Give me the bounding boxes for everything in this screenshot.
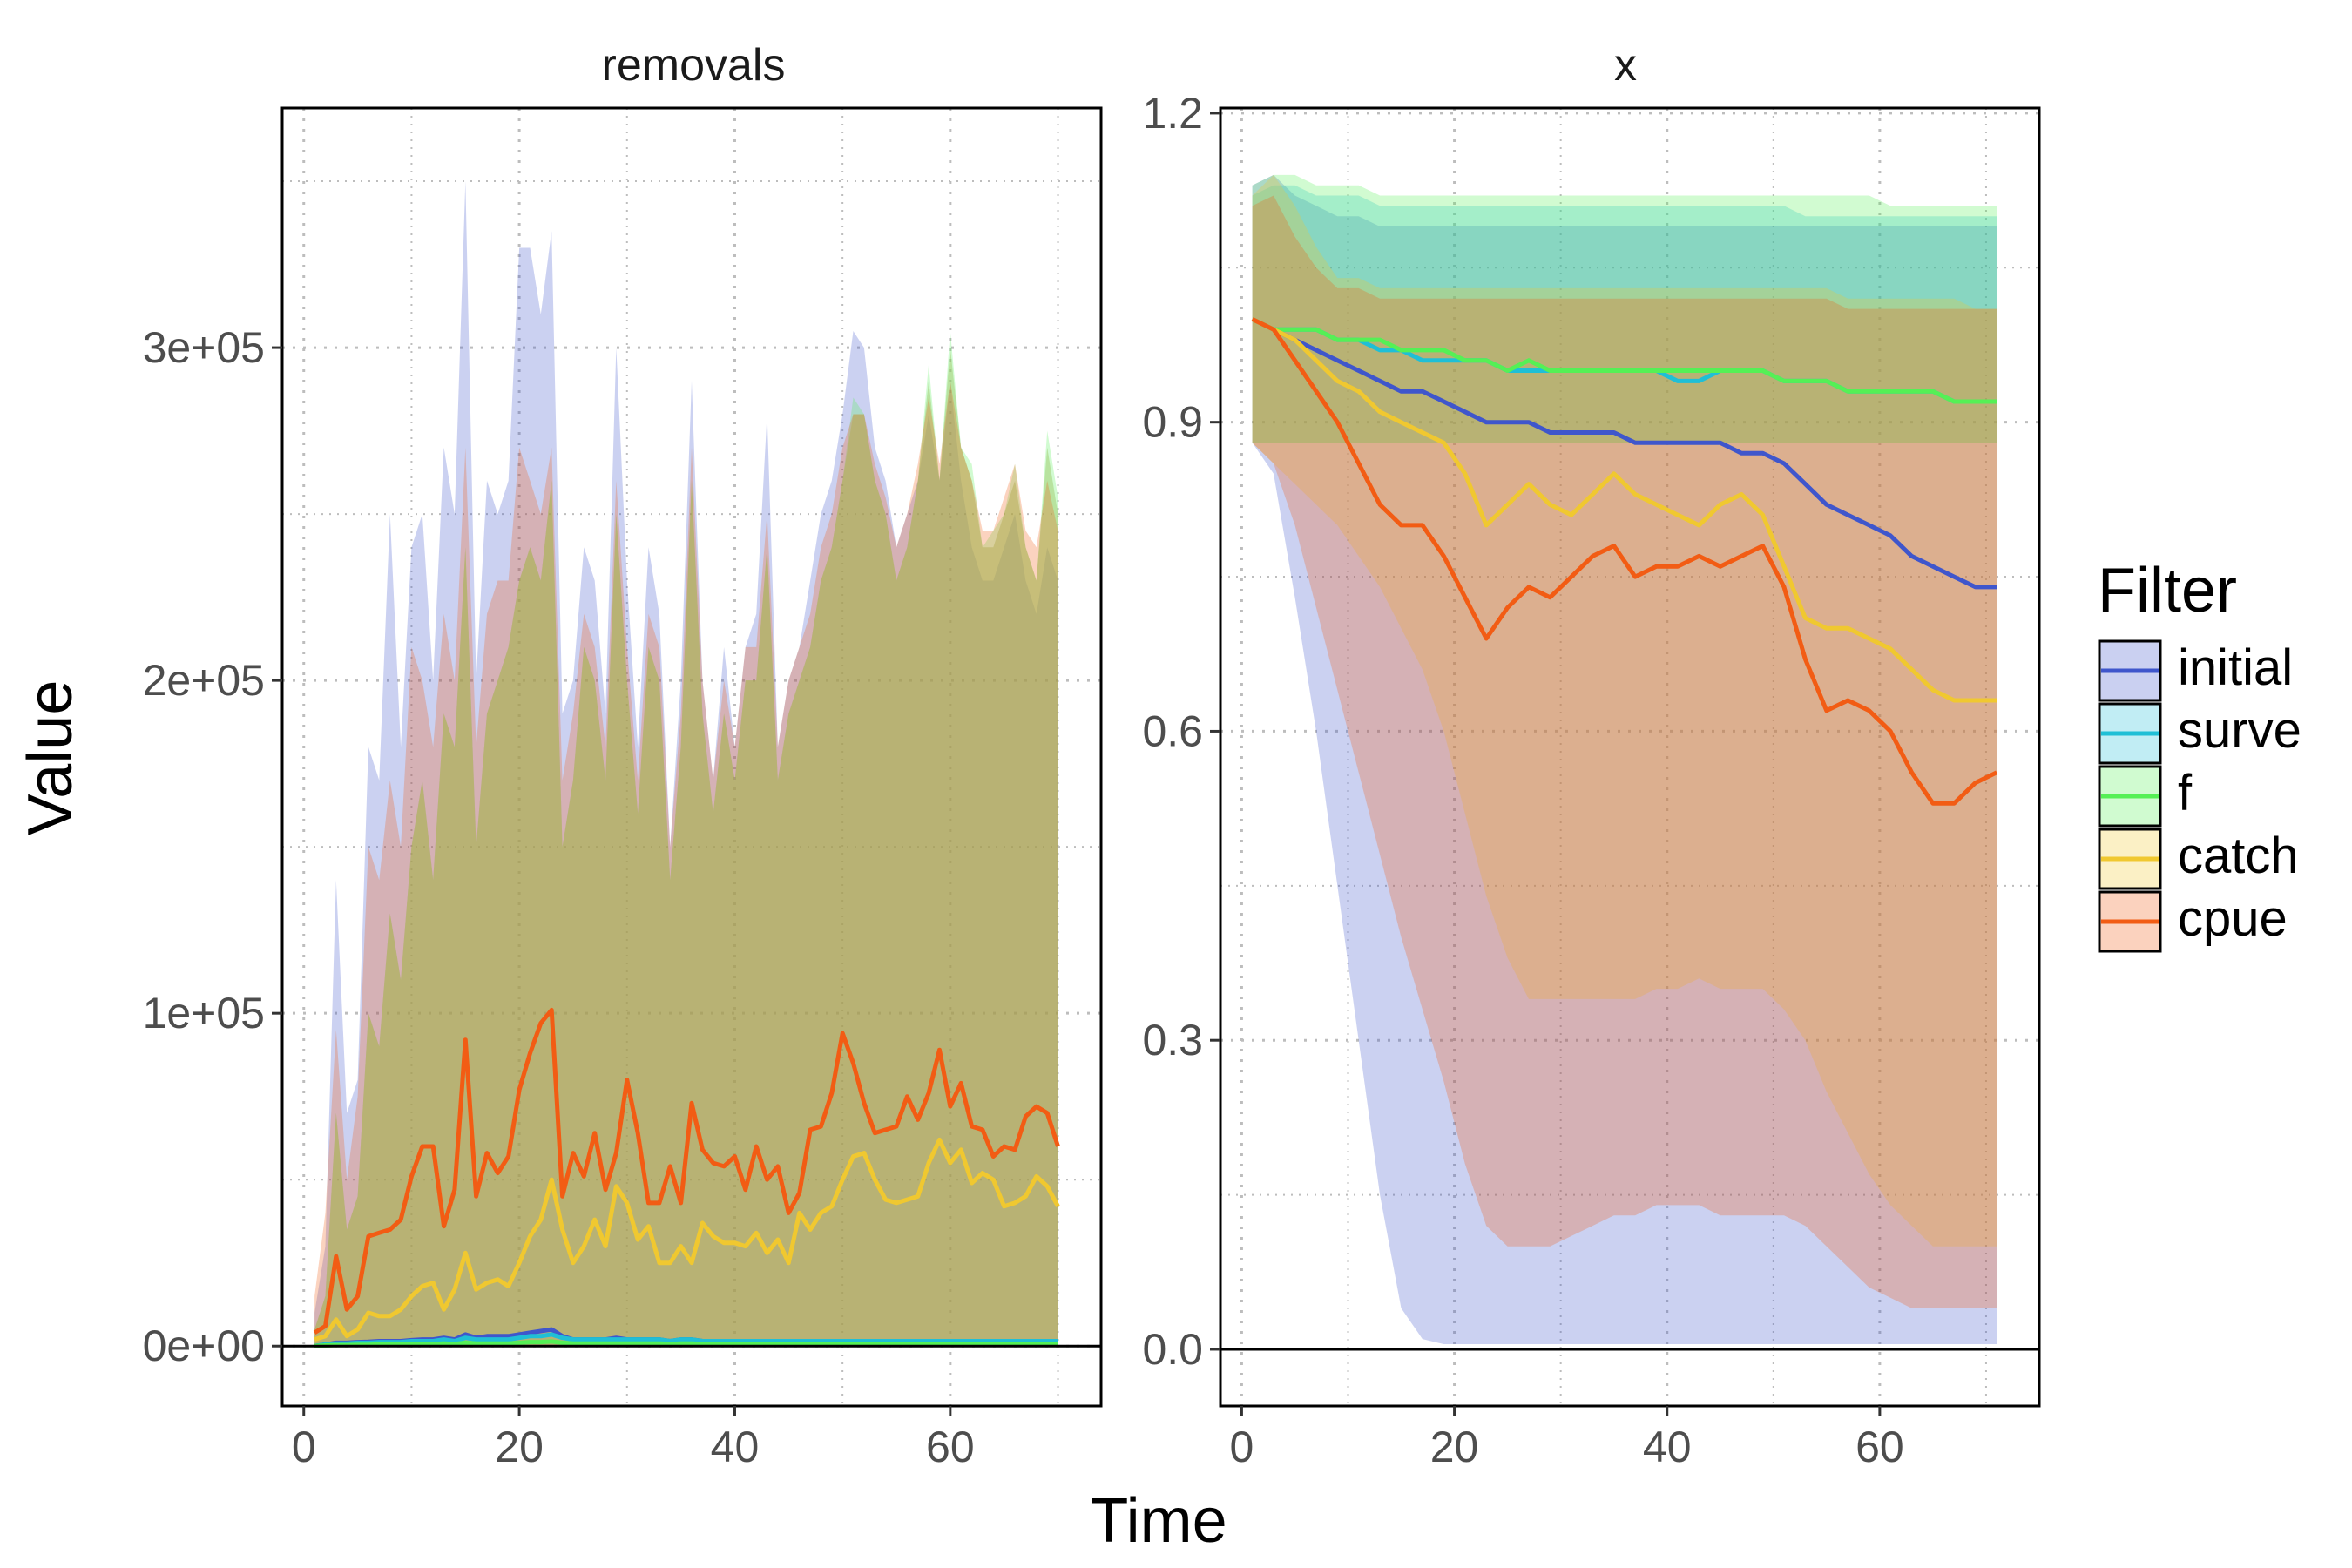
ribbon-surve [314,348,1058,1347]
facet-removals-y-axis: 0e+00 1e+05 2e+05 3e+05 [143,323,282,1370]
legend-label-catch: catch [2178,828,2299,884]
series-line-cpue [313,1007,1060,1335]
y-tick-label: 0.6 [1142,706,1203,755]
ribbon-initial [1252,174,1997,1344]
facet-title-x: x [1614,40,1637,91]
ribbon-catch [314,348,1058,1347]
series-line-f [314,1339,1058,1348]
x-tick-label: 40 [1643,1423,1692,1471]
y-tick-label: 0e+00 [143,1321,265,1370]
series-line-initial [1251,317,1997,590]
ribbon-surve [1252,185,1997,443]
x-tick-label: 20 [495,1423,544,1471]
facet-x-y-axis: 0.0 0.3 0.6 0.9 1.2 [1142,89,1220,1374]
x-tick-label: 0 [292,1423,316,1471]
y-tick-label: 0.0 [1142,1325,1203,1374]
series-line-catch [1251,317,1997,703]
legend-label-surve: surve [2178,702,2301,759]
x-tick-label: 0 [1230,1423,1254,1471]
y-tick-label: 0.3 [1142,1016,1203,1064]
y-tick-label: 1.2 [1142,89,1203,138]
facet-removals-ribbons [314,181,1058,1347]
y-tick-label: 2e+05 [143,656,265,705]
ribbon-f [1252,174,1997,443]
facet-x: x 0.0 0.3 0.6 0.9 1.2 0 20 40 60 [1142,40,2041,1471]
facet-x-border [1219,106,2041,1408]
facet-removals-lines [313,1007,1060,1348]
legend-label-initial: initial [2178,639,2293,696]
series-line-surve [314,1332,1058,1348]
legend-label-f: f [2178,765,2193,821]
legend-item-surve: surve [2098,702,2301,765]
ribbon-f [314,331,1058,1347]
legend-item-initial: initial [2098,639,2293,702]
x-tick-label: 60 [1855,1423,1904,1471]
x-tick-label: 20 [1430,1423,1479,1471]
facet-x-lines [1251,317,1998,806]
series-line-catch [314,1137,1060,1342]
facet-removals: removals 0e+00 1e+05 2e+05 3e+05 0 20 40 60 [143,40,1103,1471]
facet-title-removals: removals [602,40,786,91]
x-tick-label: 40 [711,1423,760,1471]
y-axis-title: Value [16,680,85,836]
legend-item-f: f [2098,765,2193,828]
facet-x-ribbons [1252,174,1997,1344]
ribbon-cpue [1252,195,1997,1308]
x-axis-title: Time [1090,1486,1227,1556]
legend-items: initial surve f catch cpue [2098,639,2301,953]
ribbon-initial [314,181,1058,1347]
facet-x-x-axis: 0 20 40 60 [1230,1406,1904,1471]
x-tick-label: 60 [926,1423,975,1471]
ribbon-cpue [314,381,1058,1347]
ribbon-catch [1252,174,1997,1247]
legend: Filter initial surve f catch cpue [2098,556,2301,953]
legend-item-cpue: cpue [2098,890,2288,953]
series-line-f [1251,317,1997,404]
legend-label-cpue: cpue [2178,890,2288,947]
facet-removals-x-axis: 0 20 40 60 [292,1406,975,1471]
facet-removals-border [280,106,1103,1408]
y-tick-label: 0.9 [1142,398,1203,447]
legend-item-catch: catch [2098,828,2299,890]
y-tick-label: 3e+05 [143,323,265,372]
series-line-cpue [1251,317,1998,806]
legend-title: Filter [2098,556,2237,625]
y-tick-label: 1e+05 [143,989,265,1037]
